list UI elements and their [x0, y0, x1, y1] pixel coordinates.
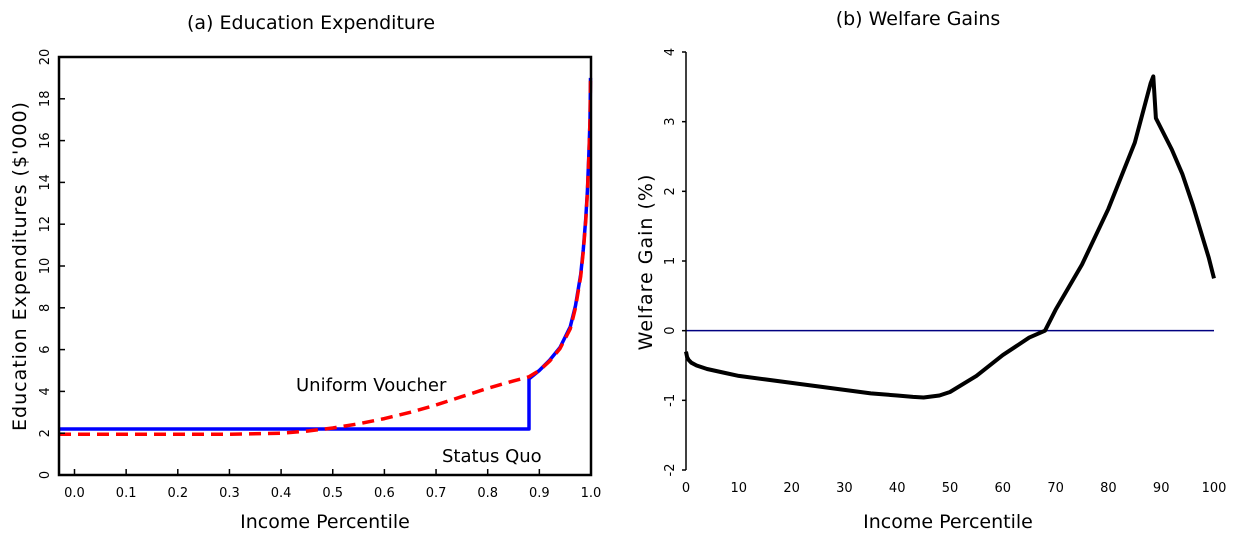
panel-b-reference-group	[685, 52, 1214, 470]
y-tick-label: 12	[38, 216, 53, 233]
panel-b-series-group	[684, 74, 1216, 400]
x-tick-label: 0.8	[477, 486, 498, 501]
x-tick-label: 90	[1153, 481, 1170, 496]
y-tick-label: 4	[663, 48, 678, 56]
x-tick-label: 30	[836, 481, 853, 496]
panel-b-x-ticks: 0 10 20 30 40 50 60 70 80 90 100	[682, 481, 1227, 496]
y-tick-label: -2	[663, 464, 678, 477]
x-tick-label: 20	[783, 481, 800, 496]
x-tick-label: 0.5	[322, 486, 343, 501]
x-tick-label: 0.3	[219, 486, 240, 501]
panel-a-x-ticks: 0.0 0.1 0.2 0.3 0.4 0.5 0.6 0.7 0.8 0.9 1.0	[64, 469, 601, 501]
x-tick-label: 50	[942, 481, 959, 496]
x-tick-label: 0.1	[116, 486, 137, 501]
panel-a-y-ticks: 0 2 4 6 8 10 12 14 16 18 20	[38, 49, 65, 479]
y-tick-label: 18	[38, 91, 53, 108]
y-tick-label: 1	[663, 257, 678, 265]
x-tick-label: 100	[1202, 481, 1227, 496]
x-tick-label: 0.7	[426, 486, 447, 501]
x-tick-label: 1.0	[581, 486, 602, 501]
panel-b-title: (b) Welfare Gains	[836, 8, 1001, 30]
y-tick-label: 4	[38, 387, 53, 395]
x-tick-label: 70	[1047, 481, 1064, 496]
x-tick-label: 0.9	[529, 486, 550, 501]
y-tick-label: 6	[38, 345, 53, 353]
panel-b-xlabel: Income Percentile	[863, 511, 1033, 533]
y-tick-label: 8	[38, 304, 53, 312]
y-tick-label: 2	[663, 187, 678, 195]
y-tick-label: 16	[38, 132, 53, 149]
x-tick-label: 0.6	[374, 486, 395, 501]
panel-a: (a) Education Expenditure 0.0 0.1 0.2 0.3 0.…	[9, 12, 601, 533]
y-tick-label: -1	[663, 394, 678, 407]
panel-a-xlabel: Income Percentile	[240, 511, 410, 533]
y-tick-label: 20	[38, 49, 53, 66]
panel-b-ylabel: Welfare Gain (%)	[635, 174, 657, 351]
x-tick-label: 0.2	[167, 486, 188, 501]
x-tick-label: 0.4	[271, 486, 292, 501]
x-tick-label: 80	[1100, 481, 1117, 496]
x-tick-label: 0.0	[64, 486, 85, 501]
x-tick-label: 10	[731, 481, 748, 496]
y-tick-label: 2	[38, 429, 53, 437]
series-uniform-voucher-line	[59, 77, 593, 436]
panel-a-series-group	[59, 77, 593, 436]
annotation-status-quo: Status Quo	[442, 446, 542, 467]
y-tick-label: 0	[38, 471, 53, 479]
panel-b-y-ticks: -2 -1 0 1 2 3 4	[663, 48, 686, 477]
y-tick-label: 10	[38, 258, 53, 275]
panel-a-ylabel: Education Expenditures ($'000)	[9, 101, 31, 431]
x-tick-label: 0	[682, 481, 690, 496]
y-tick-label: 0	[663, 327, 678, 335]
welfare-gain-line	[684, 74, 1216, 400]
annotation-uniform-voucher: Uniform Voucher	[296, 375, 447, 396]
x-tick-label: 40	[889, 481, 906, 496]
y-tick-label: 14	[38, 174, 53, 191]
panel-a-title: (a) Education Expenditure	[187, 12, 435, 34]
y-tick-label: 3	[663, 118, 678, 126]
panel-a-frame	[57, 55, 593, 477]
panel-b: (b) Welfare Gains 0 10 20 30 40 50 60 70 80 90 100…	[635, 8, 1226, 533]
x-tick-label: 60	[995, 481, 1012, 496]
